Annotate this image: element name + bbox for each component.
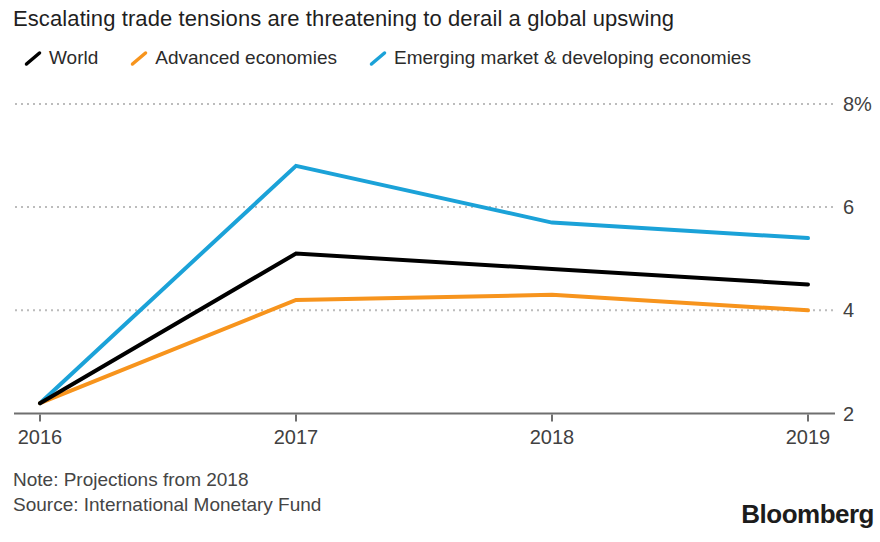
note-source-block: Note: Projections from 2018 Source: Inte… bbox=[13, 467, 321, 517]
x-axis-label-2016: 2016 bbox=[0, 426, 80, 449]
line-chart-plot bbox=[0, 0, 880, 542]
x-axis-label-2017: 2017 bbox=[256, 426, 336, 449]
y-axis-label-2: 2 bbox=[843, 402, 880, 426]
y-axis-label-4: 4 bbox=[843, 298, 880, 322]
y-axis-label-6: 6 bbox=[843, 195, 880, 219]
chart-figure: Escalating trade tensions are threatenin… bbox=[0, 0, 880, 542]
chart-source: Source: International Monetary Fund bbox=[13, 492, 321, 517]
x-axis-label-2019: 2019 bbox=[768, 426, 848, 449]
chart-note: Note: Projections from 2018 bbox=[13, 467, 321, 492]
y-axis-label-8: 8% bbox=[843, 92, 880, 116]
series-line-world bbox=[40, 254, 808, 404]
series-line-emerging-market-developing-economies bbox=[40, 166, 808, 403]
x-axis-label-2018: 2018 bbox=[512, 426, 592, 449]
bloomberg-logo: Bloomberg bbox=[741, 499, 874, 530]
